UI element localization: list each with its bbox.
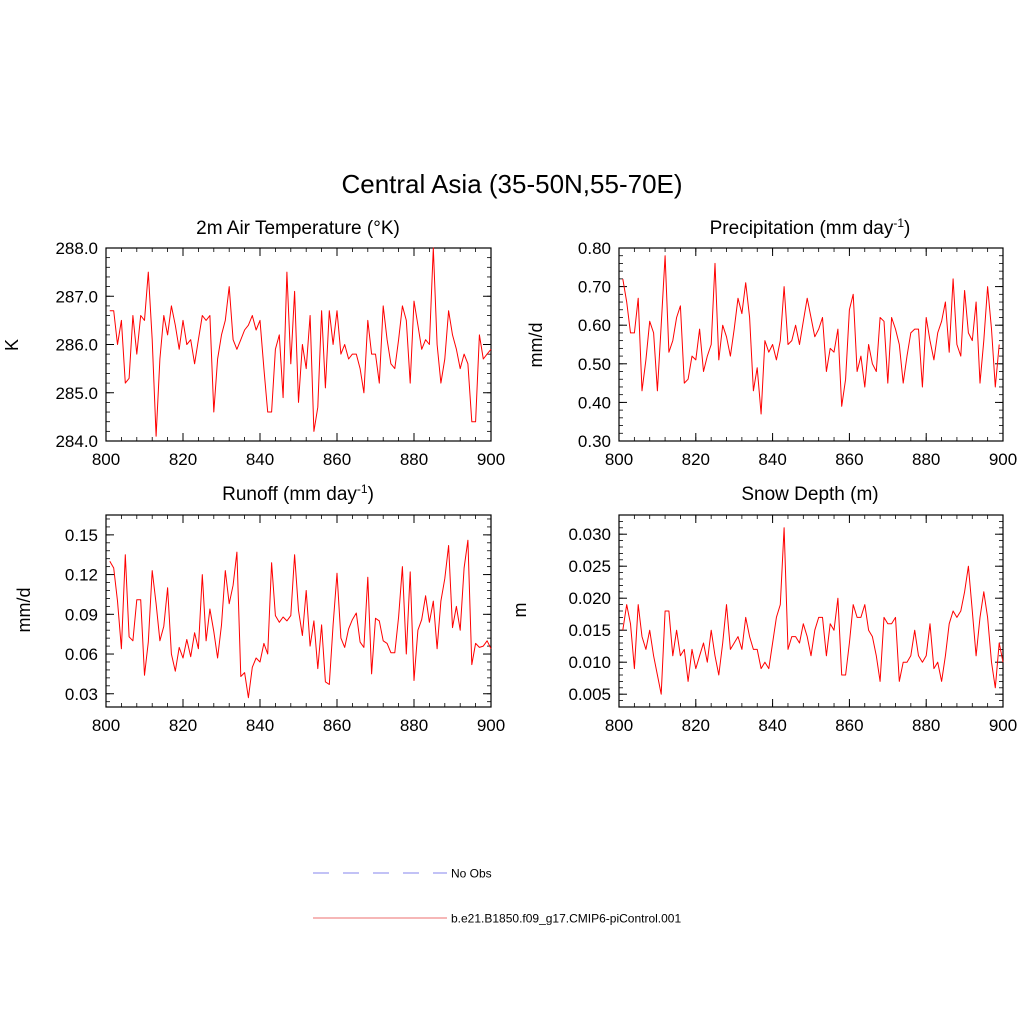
x-tick-label: 860 [835, 450, 863, 469]
panel-title-superscript: -1 [357, 482, 368, 496]
y-axis-label: K [2, 339, 22, 351]
x-tick-label: 860 [835, 716, 863, 735]
panel-snow-depth: Snow Depth (m) m 800 820 840 860 880 900 0.005… [510, 484, 1017, 735]
y-tick-label: 0.30 [578, 432, 611, 451]
y-tick-label: 0.12 [65, 566, 98, 585]
panel-title-close: ) [368, 484, 374, 505]
panel-title-text: Snow Depth (m) [741, 484, 878, 505]
panel-title-text: Runoff (mm day [222, 484, 357, 505]
plot-frame [105, 514, 492, 708]
y-tick-label: 0.03 [65, 685, 98, 704]
series-line [622, 255, 1000, 415]
y-tick-label: 0.020 [568, 589, 611, 608]
x-tick-label: 800 [605, 450, 633, 469]
y-axis-label: mm/d [14, 588, 34, 633]
panel-title: Runoff (mm day-1) [222, 482, 374, 505]
x-tick-label: 900 [477, 716, 505, 735]
panel-title-superscript: -1 [893, 216, 904, 230]
x-tick-label: 800 [92, 716, 120, 735]
x-tick-label: 820 [682, 450, 710, 469]
x-tick-label: 900 [477, 450, 505, 469]
x-tick-label: 820 [682, 716, 710, 735]
series-line [109, 247, 492, 437]
x-tick-label: 820 [169, 450, 197, 469]
x-tick-label: 900 [989, 716, 1017, 735]
figure-title: Central Asia (35-50N,55-70E) [341, 169, 682, 199]
series-line [622, 527, 1004, 695]
y-tick-label: 288.0 [55, 239, 98, 258]
x-tick-label: 900 [989, 450, 1017, 469]
plot-area: 800 820 840 860 880 900 0.30 0.40 0.50 0.60 0.70 0.… [578, 239, 1017, 469]
y-tick-label: 286.0 [55, 336, 98, 355]
y-tick-label: 0.80 [578, 239, 611, 258]
y-tick-label: 285.0 [55, 384, 98, 403]
panel-title-text: 2m Air Temperature [196, 218, 361, 239]
legend-label-model-run: b.e21.B1850.f09_g17.CMIP6-piControl.001 [451, 912, 681, 926]
y-tick-label: 0.005 [568, 685, 611, 704]
panel-precipitation: Precipitation (mm day-1) mm/d 800 820 840 8… [526, 216, 1017, 469]
panel-title: Snow Depth (m) [741, 484, 878, 505]
x-tick-label: 860 [323, 450, 351, 469]
panel-title: Precipitation (mm day-1) [710, 216, 911, 239]
y-tick-label: 0.025 [568, 557, 611, 576]
panel-runoff: Runoff (mm day-1) mm/d 800 820 840 860 880 90… [14, 482, 505, 735]
panel-title-text: Precipitation (mm day [710, 218, 894, 239]
y-tick-label: 0.030 [568, 525, 611, 544]
plot-area: 800 820 840 860 880 900 284.0 285.0 286.0 287.0 28… [55, 239, 505, 469]
x-tick-label: 820 [169, 716, 197, 735]
x-tick-label: 840 [758, 716, 786, 735]
y-tick-label: 287.0 [55, 287, 98, 306]
y-tick-label: 0.60 [578, 316, 611, 335]
x-tick-label: 840 [246, 450, 274, 469]
x-tick-label: 880 [400, 450, 428, 469]
y-tick-label: 0.50 [578, 355, 611, 374]
legend: No Obs b.e21.B1850.f09_g17.CMIP6-piContr… [313, 867, 681, 926]
x-tick-label: 840 [246, 716, 274, 735]
x-tick-label: 800 [92, 450, 120, 469]
y-tick-label: 0.15 [65, 526, 98, 545]
panel-title-close: ) [904, 218, 910, 239]
y-tick-label: 284.0 [55, 432, 98, 451]
y-tick-label: 0.06 [65, 645, 98, 664]
panel-air-temperature: 2m Air Temperature (°K) K 800 820 840 860 88… [2, 218, 505, 469]
legend-label-no-obs: No Obs [451, 867, 492, 881]
y-tick-label: 0.70 [578, 278, 611, 297]
y-axis-label: mm/d [526, 323, 546, 368]
x-tick-label: 840 [758, 450, 786, 469]
x-tick-label: 800 [605, 716, 633, 735]
y-tick-label: 0.015 [568, 621, 611, 640]
series-line [109, 539, 492, 699]
y-tick-label: 0.010 [568, 653, 611, 672]
plot-area: 800 820 840 860 880 900 0.03 0.06 0.09 0.12 0.15 [65, 514, 505, 735]
panel-title-suffix: (°K) [367, 218, 400, 239]
x-tick-label: 880 [400, 716, 428, 735]
plot-frame [618, 247, 1004, 442]
y-tick-label: 0.40 [578, 393, 611, 412]
x-tick-label: 880 [912, 716, 940, 735]
x-tick-label: 860 [323, 716, 351, 735]
x-tick-label: 880 [912, 450, 940, 469]
y-axis-label: m [510, 603, 530, 618]
plot-area: 800 820 840 860 880 900 0.005 0.010 0.015 0.020 0.… [568, 514, 1017, 735]
y-tick-label: 0.09 [65, 605, 98, 624]
panel-title: 2m Air Temperature (°K) [196, 218, 400, 239]
